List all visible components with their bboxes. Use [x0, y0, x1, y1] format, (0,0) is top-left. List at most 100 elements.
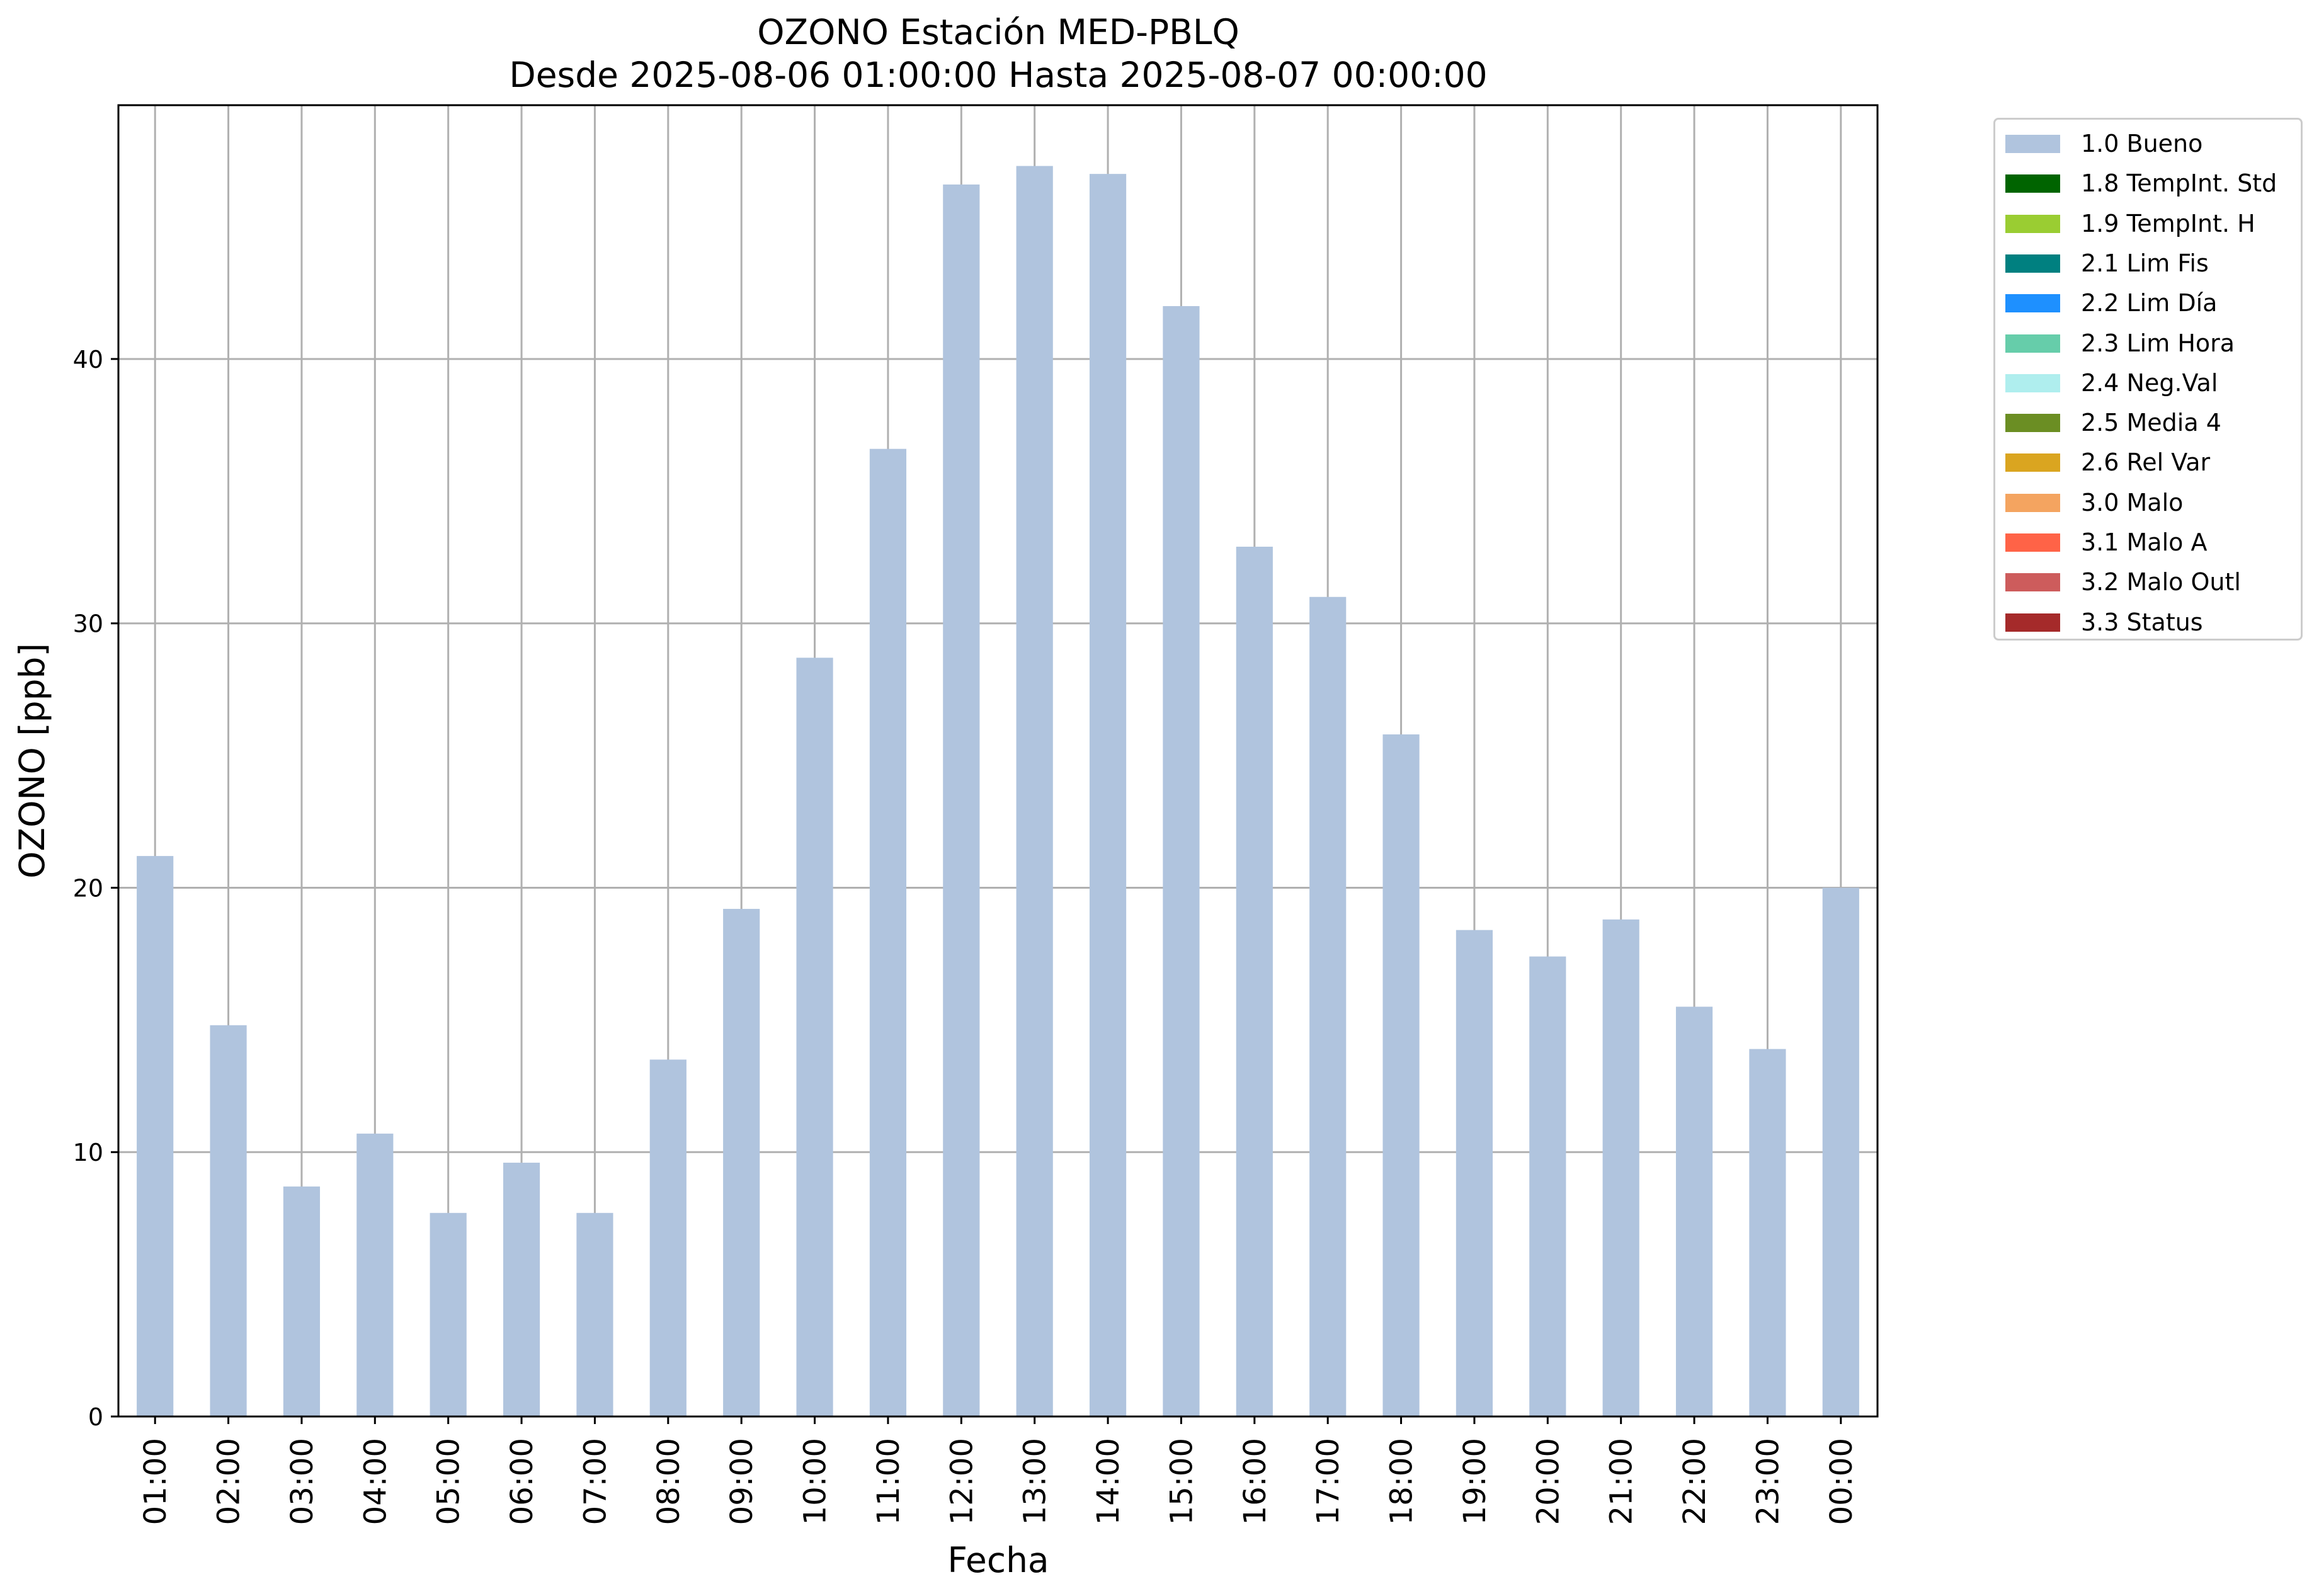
- bar-0100: [137, 856, 174, 1416]
- legend-swatch: [2005, 613, 2060, 632]
- legend-label: 1.9 TempInt. H: [2081, 209, 2255, 237]
- legend-swatch: [2005, 254, 2060, 273]
- y-axis-label: OZONO [ppb]: [12, 643, 52, 879]
- legend-item: 3.3 Status: [1995, 602, 2301, 642]
- legend-item: 3.0 Malo: [1995, 482, 2301, 522]
- bar-0700: [576, 1212, 613, 1416]
- legend-item: 1.8 TempInt. Std: [1995, 163, 2301, 203]
- legend-swatch: [2005, 493, 2060, 512]
- legend: 1.0 Bueno 1.8 TempInt. Std 1.9 TempInt. H 2…: [1993, 118, 2303, 641]
- y-tick-label: 10: [73, 1139, 103, 1166]
- chart-subtitle: Desde 2025-08-06 01:00:00 Hasta 2025-08-…: [509, 55, 1487, 95]
- x-tick-label: 22:00: [1677, 1438, 1712, 1525]
- legend-swatch: [2005, 533, 2060, 552]
- legend-label: 1.0 Bueno: [2081, 130, 2203, 157]
- x-tick-label: 07:00: [578, 1438, 613, 1525]
- x-tick-label: 01:00: [138, 1438, 173, 1525]
- bar-0300: [283, 1186, 321, 1416]
- x-tick-label: 08:00: [651, 1438, 687, 1525]
- legend-label: 3.2 Malo Outl: [2081, 568, 2241, 596]
- bar-1000: [796, 658, 833, 1416]
- legend-label: 2.4 Neg.Val: [2081, 368, 2218, 397]
- legend-item: 2.2 Lim Día: [1995, 283, 2301, 322]
- x-axis-ticks: 01:00 02:00 03:00 04:00 05:00 06:00 07:00 08:00…: [138, 1416, 1859, 1525]
- legend-label: 2.2 Lim Día: [2081, 289, 2218, 317]
- bar-0200: [210, 1025, 247, 1416]
- bar-2300: [1749, 1049, 1786, 1416]
- legend-swatch: [2005, 294, 2060, 313]
- legend-item: 2.4 Neg.Val: [1995, 363, 2301, 402]
- legend-label: 2.5 Media 4: [2081, 409, 2221, 437]
- bar-0500: [430, 1212, 467, 1416]
- bar-1400: [1089, 174, 1127, 1416]
- legend-label: 2.1 Lim Fis: [2081, 249, 2209, 277]
- x-axis-label: Fecha: [947, 1540, 1049, 1580]
- bar-1200: [943, 184, 980, 1416]
- bar-1700: [1309, 596, 1347, 1416]
- legend-swatch: [2005, 214, 2060, 233]
- y-tick-label: 0: [88, 1403, 103, 1431]
- legend-item: 1.0 Bueno: [1995, 123, 2301, 163]
- x-tick-label: 12:00: [944, 1438, 979, 1525]
- legend-swatch: [2005, 573, 2060, 592]
- bar-1600: [1236, 546, 1273, 1416]
- x-tick-label: 19:00: [1457, 1438, 1493, 1525]
- chart-title: OZONO Estación MED-PBLQ: [757, 12, 1239, 52]
- x-tick-label: 11:00: [871, 1438, 906, 1525]
- x-tick-label: 16:00: [1238, 1438, 1273, 1525]
- legend-item: 3.1 Malo A: [1995, 522, 2301, 562]
- bar-1900: [1456, 930, 1493, 1416]
- x-tick-label: 06:00: [504, 1438, 540, 1525]
- bar-1800: [1382, 734, 1420, 1416]
- bar-0000: [1822, 887, 1859, 1416]
- x-tick-label: 15:00: [1164, 1438, 1199, 1525]
- bar-1300: [1016, 166, 1053, 1417]
- y-axis-ticks: 0 10 20 30 40: [73, 346, 118, 1431]
- bar-1500: [1163, 306, 1200, 1417]
- x-tick-label: 20:00: [1530, 1438, 1566, 1525]
- x-tick-label: 23:00: [1750, 1438, 1786, 1525]
- legend-item: 2.5 Media 4: [1995, 402, 2301, 442]
- legend-label: 3.3 Status: [2081, 608, 2203, 636]
- bar-2100: [1602, 919, 1639, 1416]
- x-tick-label: 17:00: [1311, 1438, 1346, 1525]
- legend-item: 2.6 Rel Var: [1995, 442, 2301, 482]
- x-tick-label: 13:00: [1018, 1438, 1053, 1525]
- x-tick-label: 21:00: [1604, 1438, 1639, 1525]
- x-tick-label: 02:00: [212, 1438, 247, 1525]
- x-tick-label: 14:00: [1091, 1438, 1126, 1525]
- bar-0600: [503, 1163, 540, 1416]
- legend-label: 3.0 Malo: [2081, 488, 2184, 516]
- bar-2000: [1529, 956, 1566, 1416]
- bar-2200: [1675, 1006, 1713, 1416]
- x-tick-label: 05:00: [431, 1438, 467, 1525]
- legend-swatch: [2005, 334, 2060, 353]
- legend-item: 3.2 Malo Outl: [1995, 562, 2301, 601]
- legend-label: 1.8 TempInt. Std: [2081, 169, 2277, 198]
- x-tick-label: 09:00: [724, 1438, 760, 1525]
- legend-swatch: [2005, 174, 2060, 193]
- legend-label: 2.6 Rel Var: [2081, 448, 2211, 477]
- legend-item: 2.1 Lim Fis: [1995, 243, 2301, 283]
- x-tick-label: 10:00: [798, 1438, 833, 1525]
- y-tick-label: 40: [73, 346, 103, 373]
- y-tick-label: 30: [73, 610, 103, 638]
- legend-item: 2.3 Lim Hora: [1995, 323, 2301, 363]
- legend-swatch: [2005, 414, 2060, 433]
- bar-1100: [869, 448, 907, 1416]
- plot-frame: [117, 104, 1879, 1418]
- legend-swatch: [2005, 135, 2060, 153]
- bars: [137, 166, 1859, 1417]
- legend-swatch: [2005, 453, 2060, 472]
- bar-0900: [723, 909, 760, 1416]
- x-tick-label: 03:00: [285, 1438, 320, 1525]
- x-tick-label: 18:00: [1384, 1438, 1420, 1525]
- x-tick-label: 00:00: [1824, 1438, 1859, 1525]
- x-tick-label: 04:00: [358, 1438, 393, 1525]
- y-tick-label: 20: [73, 874, 103, 902]
- legend-label: 3.1 Malo A: [2081, 528, 2208, 556]
- bar-0800: [649, 1059, 687, 1416]
- legend-swatch: [2005, 373, 2060, 392]
- bar-0400: [356, 1133, 394, 1416]
